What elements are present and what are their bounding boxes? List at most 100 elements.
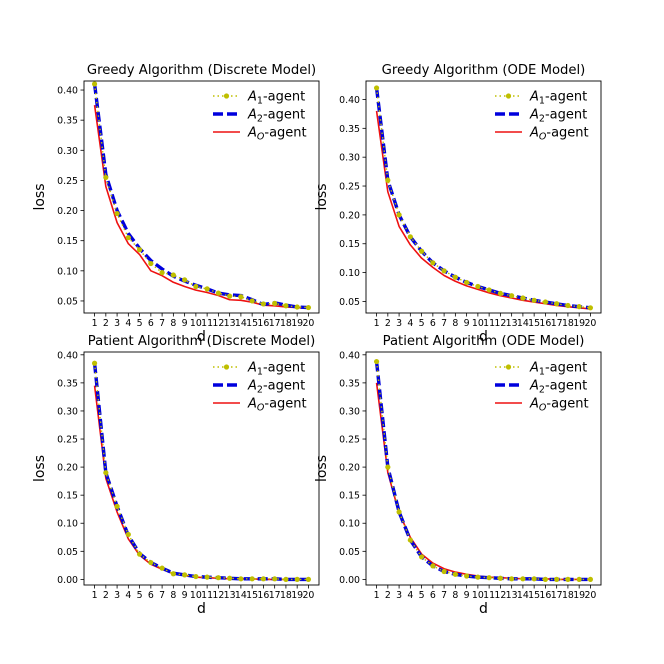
subplot-title: Greedy Algorithm (Discrete Model) bbox=[87, 63, 316, 78]
data-point-A1 bbox=[148, 260, 154, 267]
legend-label-subscript: 2 bbox=[257, 114, 263, 125]
data-point-A1 bbox=[227, 575, 233, 581]
x-tick-label: 6 bbox=[148, 318, 154, 329]
y-tick-label: 0.20 bbox=[57, 206, 78, 217]
legend-label-subscript: O bbox=[539, 403, 547, 414]
y-tick-label: 0.25 bbox=[339, 435, 360, 446]
x-tick-label: 10 bbox=[472, 318, 484, 329]
data-point-A1 bbox=[542, 576, 549, 582]
x-tick-label: 20 bbox=[584, 590, 596, 601]
data-point-A1 bbox=[170, 571, 176, 577]
data-point-A1 bbox=[509, 293, 515, 299]
legend-label-AO: AO-agent bbox=[247, 126, 307, 143]
legend-label-subscript: 1 bbox=[539, 367, 545, 378]
data-point-A1 bbox=[193, 573, 199, 580]
x-tick-label: 2 bbox=[385, 590, 391, 601]
y-tick-label: 0.20 bbox=[339, 463, 360, 474]
data-point-A1 bbox=[385, 464, 391, 470]
subplot-4: Patient Algorithm (ODE Model) 0.00 0.05 0.1… bbox=[314, 334, 602, 617]
data-point-A1 bbox=[531, 576, 537, 582]
legend-label-A1: A1-agent bbox=[529, 361, 587, 378]
subplot-title: Patient Algorithm (Discrete Model) bbox=[88, 334, 315, 349]
data-point-A1 bbox=[125, 531, 131, 538]
legend-label-subscript: O bbox=[257, 403, 265, 414]
legend-label-suffix: -agent bbox=[545, 361, 587, 376]
data-point-A1 bbox=[486, 287, 492, 293]
x-tick-label: 2 bbox=[103, 318, 109, 329]
y-tick-label: 0.15 bbox=[339, 491, 360, 502]
data-point-A1 bbox=[407, 234, 413, 240]
plot-frame bbox=[365, 351, 602, 586]
x-tick-label: 18 bbox=[562, 318, 574, 329]
x-tick-label: 13 bbox=[506, 590, 518, 601]
x-tick-label: 1 bbox=[374, 590, 380, 601]
data-point-A1 bbox=[441, 268, 447, 274]
x-tick-label: 20 bbox=[302, 318, 314, 329]
x-tick-label: 8 bbox=[170, 318, 176, 329]
data-point-A1 bbox=[283, 303, 289, 309]
data-point-A1 bbox=[587, 576, 594, 582]
legend-label-letter: A bbox=[247, 126, 257, 141]
data-point-A1 bbox=[430, 563, 436, 569]
x-tick-label: 16 bbox=[257, 318, 269, 329]
data-point-A1 bbox=[441, 568, 447, 575]
x-tick-label: 17 bbox=[269, 590, 281, 601]
legend-marker bbox=[223, 93, 230, 99]
x-tick-label: 16 bbox=[539, 318, 551, 329]
x-tick-label: 4 bbox=[407, 590, 413, 601]
x-tick-label: 11 bbox=[483, 318, 495, 329]
data-point-A1 bbox=[283, 576, 289, 582]
data-point-A1 bbox=[464, 279, 470, 286]
data-point-A1 bbox=[159, 270, 165, 276]
data-point-A1 bbox=[103, 174, 109, 181]
x-tick-label: 6 bbox=[430, 318, 436, 329]
data-point-A1 bbox=[385, 177, 391, 183]
legend-label-suffix: -agent bbox=[546, 397, 588, 412]
x-tick-label: 1 bbox=[92, 318, 98, 329]
x-tick-label: 19 bbox=[573, 590, 585, 601]
y-tick-label: 0.05 bbox=[57, 296, 78, 307]
x-tick-label: 15 bbox=[528, 318, 540, 329]
legend-label-A2: A2-agent bbox=[529, 108, 587, 125]
x-tick-label: 3 bbox=[114, 318, 120, 329]
x-tick-label: 9 bbox=[464, 590, 470, 601]
data-point-A1 bbox=[91, 81, 98, 87]
x-tick-label: 1 bbox=[92, 590, 98, 601]
y-tick-label: 0.20 bbox=[57, 463, 78, 474]
x-tick-label: 15 bbox=[528, 590, 540, 601]
x-tick-label: 5 bbox=[137, 590, 143, 601]
legend-label-AO: AO-agent bbox=[529, 397, 589, 414]
data-point-A1 bbox=[170, 272, 176, 278]
data-point-A1 bbox=[238, 576, 244, 582]
x-tick-label: 14 bbox=[517, 318, 529, 329]
data-point-A1 bbox=[103, 470, 109, 476]
data-point-A1 bbox=[91, 360, 98, 366]
data-point-A1 bbox=[272, 300, 278, 306]
x-tick-label: 9 bbox=[182, 318, 188, 329]
y-tick-label: 0.10 bbox=[57, 519, 78, 530]
data-point-A1 bbox=[486, 575, 492, 581]
legend-label-letter: A bbox=[529, 361, 539, 376]
x-tick-label: 7 bbox=[159, 590, 165, 601]
y-tick-label: 0.15 bbox=[339, 239, 360, 250]
x-tick-label: 14 bbox=[235, 590, 247, 601]
x-tick-label: 11 bbox=[201, 590, 213, 601]
legend-label-letter: A bbox=[247, 90, 257, 105]
x-tick-label: 17 bbox=[551, 590, 563, 601]
data-point-A1 bbox=[215, 575, 221, 581]
x-tick-label: 3 bbox=[396, 590, 402, 601]
x-tick-label: 13 bbox=[224, 318, 236, 329]
y-axis-label: loss bbox=[32, 455, 48, 482]
data-point-A1 bbox=[407, 537, 413, 543]
legend-label-suffix: -agent bbox=[264, 126, 306, 141]
x-tick-label: 17 bbox=[269, 318, 281, 329]
x-tick-label: 5 bbox=[419, 590, 425, 601]
legend-label-letter: A bbox=[529, 108, 539, 123]
data-point-A1 bbox=[452, 274, 458, 280]
x-tick-label: 12 bbox=[212, 318, 224, 329]
legend-label-subscript: O bbox=[539, 132, 547, 143]
